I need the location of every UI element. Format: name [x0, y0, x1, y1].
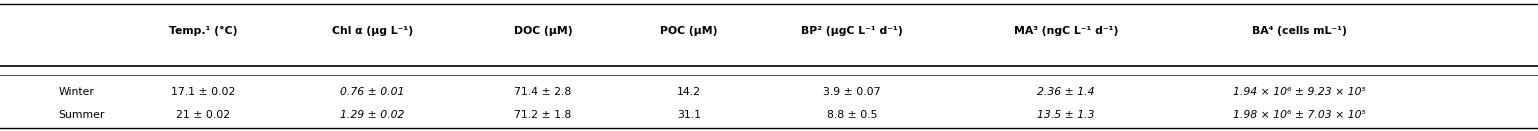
- Text: 17.1 ± 0.02: 17.1 ± 0.02: [171, 87, 235, 97]
- Text: POC (μM): POC (μM): [660, 26, 718, 36]
- Text: Summer: Summer: [58, 110, 105, 120]
- Text: Chl α (μg L⁻¹): Chl α (μg L⁻¹): [332, 26, 412, 36]
- Text: 13.5 ± 1.3: 13.5 ± 1.3: [1037, 110, 1095, 120]
- Text: BA⁴ (cells mL⁻¹): BA⁴ (cells mL⁻¹): [1252, 26, 1347, 36]
- Text: 21 ± 0.02: 21 ± 0.02: [175, 110, 231, 120]
- Text: 3.9 ± 0.07: 3.9 ± 0.07: [823, 87, 881, 97]
- Text: Temp.¹ (°C): Temp.¹ (°C): [169, 26, 237, 36]
- Text: 8.8 ± 0.5: 8.8 ± 0.5: [827, 110, 877, 120]
- Text: 1.29 ± 0.02: 1.29 ± 0.02: [340, 110, 404, 120]
- Text: 71.4 ± 2.8: 71.4 ± 2.8: [514, 87, 572, 97]
- Text: MA³ (ngC L⁻¹ d⁻¹): MA³ (ngC L⁻¹ d⁻¹): [1014, 26, 1118, 36]
- Text: BP² (μgC L⁻¹ d⁻¹): BP² (μgC L⁻¹ d⁻¹): [801, 26, 903, 36]
- Text: 2.36 ± 1.4: 2.36 ± 1.4: [1037, 87, 1095, 97]
- Text: 1.94 × 10⁶ ± 9.23 × 10⁵: 1.94 × 10⁶ ± 9.23 × 10⁵: [1233, 87, 1366, 97]
- Text: 31.1: 31.1: [677, 110, 701, 120]
- Text: Winter: Winter: [58, 87, 94, 97]
- Text: 1.98 × 10⁶ ± 7.03 × 10⁵: 1.98 × 10⁶ ± 7.03 × 10⁵: [1233, 110, 1366, 120]
- Text: 0.76 ± 0.01: 0.76 ± 0.01: [340, 87, 404, 97]
- Text: 14.2: 14.2: [677, 87, 701, 97]
- Text: DOC (μM): DOC (μM): [514, 26, 572, 36]
- Text: 71.2 ± 1.8: 71.2 ± 1.8: [514, 110, 572, 120]
